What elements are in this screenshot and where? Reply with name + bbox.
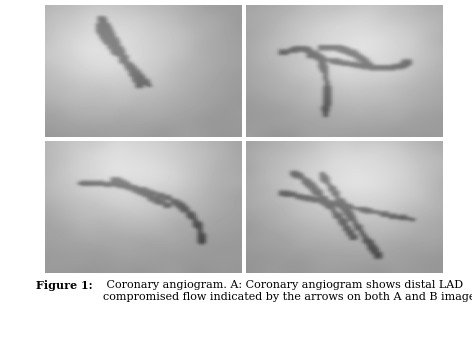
Text: Figure 1:: Figure 1: [35, 280, 92, 291]
Text: Coronary angiogram. A: Coronary angiogram shows distal LAD
compromised flow indi: Coronary angiogram. A: Coronary angiogra… [103, 280, 472, 302]
